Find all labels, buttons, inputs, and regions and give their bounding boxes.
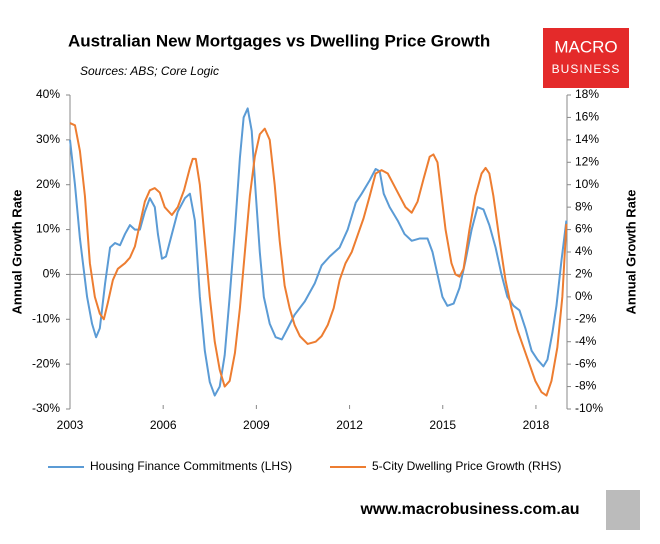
x-tick-label: 2003	[57, 418, 84, 432]
y-tick-label: 0%	[43, 267, 61, 281]
x-tick-label: 2006	[150, 418, 177, 432]
y2-tick-label: 16%	[575, 110, 599, 124]
x-tick-label: 2015	[429, 418, 456, 432]
chart-title: Australian New Mortgages vs Dwelling Pri…	[68, 31, 490, 50]
x-tick-label: 2012	[336, 418, 363, 432]
y2-tick-label: 18%	[575, 87, 599, 101]
brand-text: MACRO	[554, 37, 617, 56]
y2-tick-label: 2%	[575, 267, 593, 281]
y2-tick-label: -4%	[575, 334, 597, 348]
y-tick-label: 30%	[36, 132, 60, 146]
y2-tick-label: 10%	[575, 177, 599, 191]
y2-tick-label: -10%	[575, 401, 603, 415]
y-tick-label: -30%	[32, 401, 60, 415]
y-tick-label: 10%	[36, 222, 60, 236]
y-tick-label: -20%	[32, 356, 60, 370]
legend-label: 5-City Dwelling Price Growth (RHS)	[372, 459, 561, 473]
y2-tick-label: -6%	[575, 356, 597, 370]
y-tick-label: 40%	[36, 87, 60, 101]
y-tick-label: -10%	[32, 311, 60, 325]
y-axis-label: Annual Growth Rate	[9, 190, 24, 315]
y2-tick-label: 8%	[575, 199, 593, 213]
wolf-logo	[606, 490, 640, 530]
y2-tick-label: 6%	[575, 222, 593, 236]
x-tick-label: 2009	[243, 418, 270, 432]
series-line	[69, 122, 568, 397]
series-line	[69, 107, 568, 397]
y2-axis-label: Annual Growth Rate	[623, 190, 638, 315]
brand-text: BUSINESS	[552, 62, 621, 76]
y2-tick-label: 14%	[575, 132, 599, 146]
y2-tick-label: 12%	[575, 154, 599, 168]
y2-tick-label: -8%	[575, 379, 597, 393]
website: www.macrobusiness.com.au	[359, 501, 579, 518]
y2-tick-label: 0%	[575, 289, 593, 303]
y-tick-label: 20%	[36, 177, 60, 191]
x-tick-label: 2018	[523, 418, 550, 432]
y2-tick-label: 4%	[575, 244, 593, 258]
chart-subtitle: Sources: ABS; Core Logic	[80, 64, 219, 78]
brand-logo	[543, 28, 629, 88]
legend-label: Housing Finance Commitments (LHS)	[90, 459, 292, 473]
y2-tick-label: -2%	[575, 311, 597, 325]
